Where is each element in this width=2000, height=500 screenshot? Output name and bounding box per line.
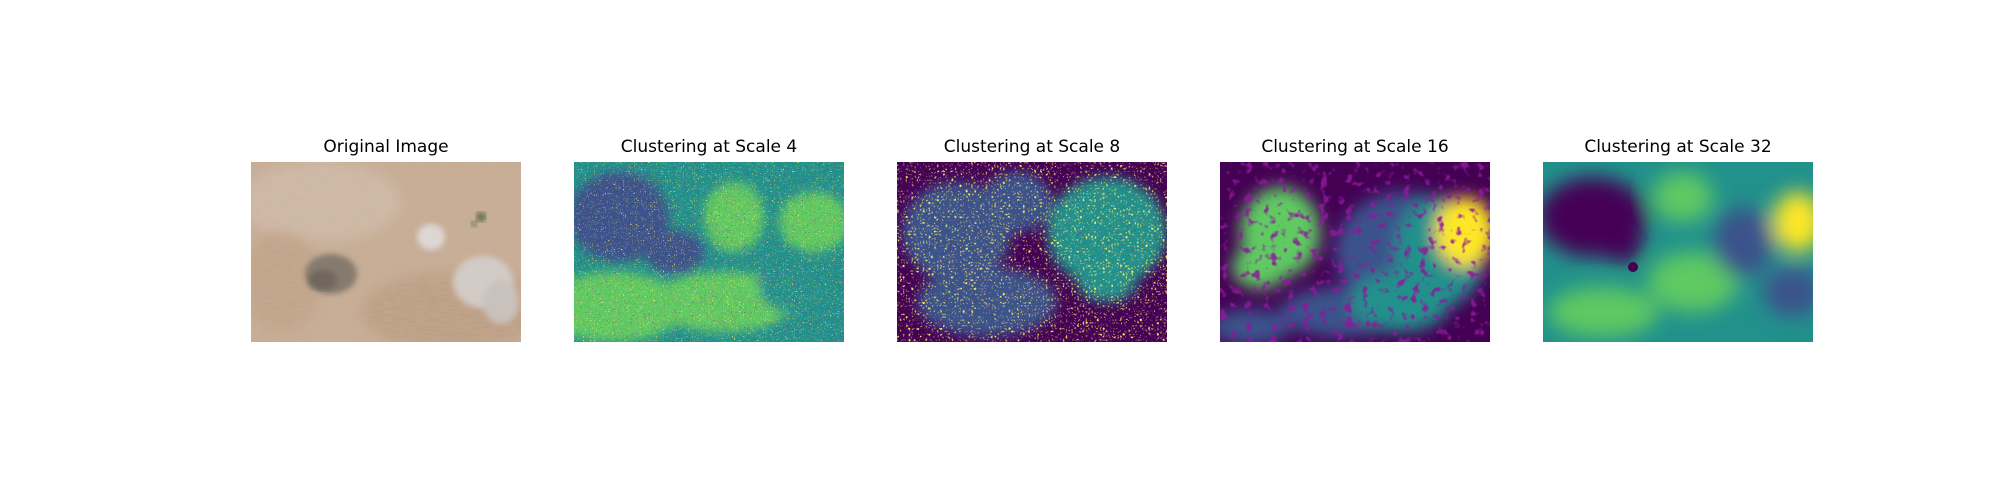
panel-title: Original Image [323,137,449,157]
panel-title: Clustering at Scale 8 [943,137,1121,157]
cluster-map [897,162,1167,342]
original-photo [251,162,521,342]
panel-original-image: Original Image [251,135,521,342]
panel-clustering-scale-4: Clustering at Scale 4 [574,135,844,342]
panel-clustering-scale-16: Clustering at Scale 16 [1220,135,1490,342]
panel-title: Clustering at Scale 16 [1261,137,1449,157]
cluster-map [1220,162,1490,342]
cluster-map [574,162,844,342]
panel-clustering-scale-32: Clustering at Scale 32 [1543,135,1813,342]
panel-title: Clustering at Scale 32 [1584,137,1772,157]
panel-title: Clustering at Scale 4 [620,137,798,157]
cluster-map [1543,162,1813,342]
panel-clustering-scale-8: Clustering at Scale 8 [897,135,1167,342]
